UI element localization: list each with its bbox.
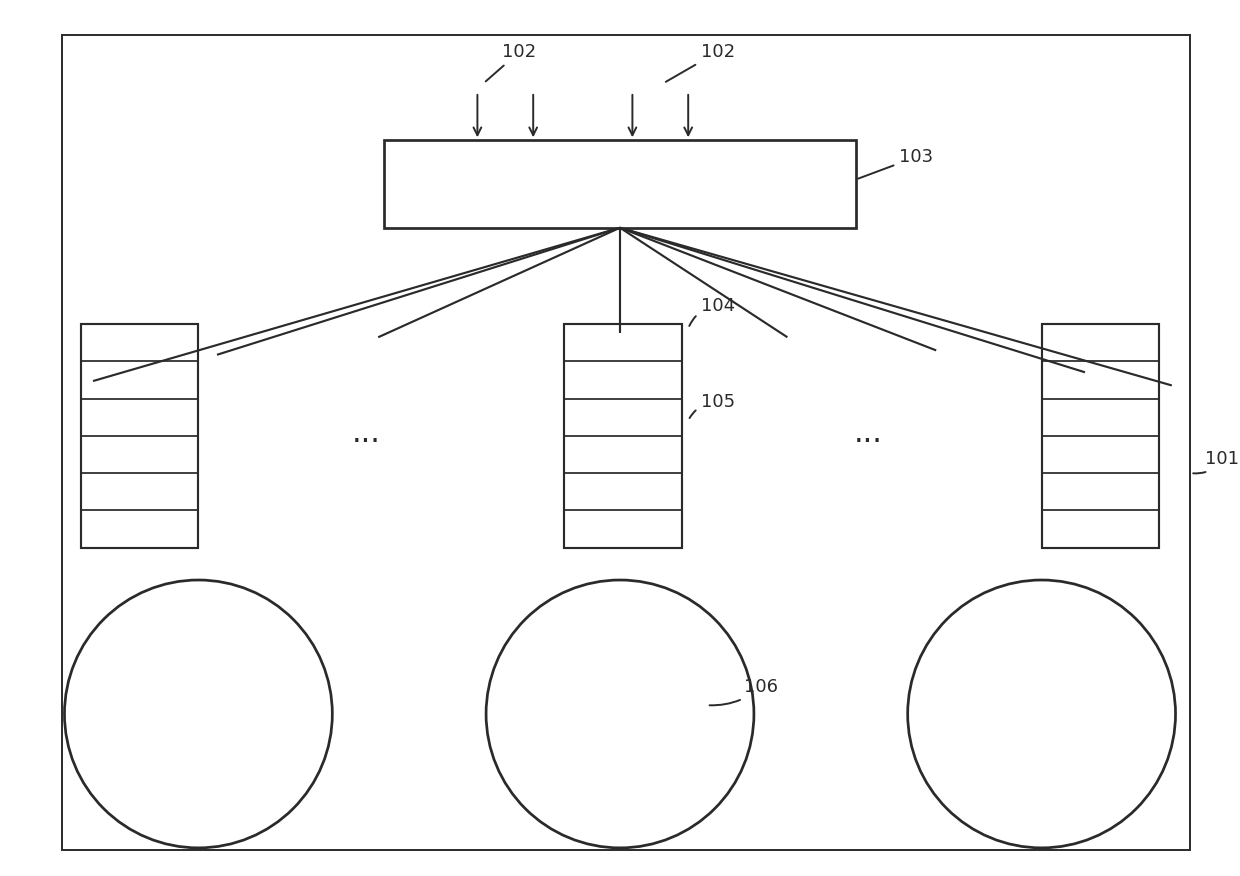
Text: 105: 105 <box>689 393 735 418</box>
Text: 101: 101 <box>1193 450 1239 473</box>
Ellipse shape <box>64 580 332 848</box>
Ellipse shape <box>908 580 1176 848</box>
Bar <box>384 140 856 228</box>
Ellipse shape <box>486 580 754 848</box>
Text: 104: 104 <box>689 297 735 326</box>
Text: 102: 102 <box>666 43 735 81</box>
Bar <box>564 324 682 548</box>
Text: 106: 106 <box>709 678 777 705</box>
Text: ...: ... <box>351 419 381 449</box>
Bar <box>81 324 198 548</box>
Text: ...: ... <box>853 419 883 449</box>
Text: 102: 102 <box>486 43 537 81</box>
Bar <box>1042 324 1159 548</box>
Text: 103: 103 <box>858 148 934 179</box>
